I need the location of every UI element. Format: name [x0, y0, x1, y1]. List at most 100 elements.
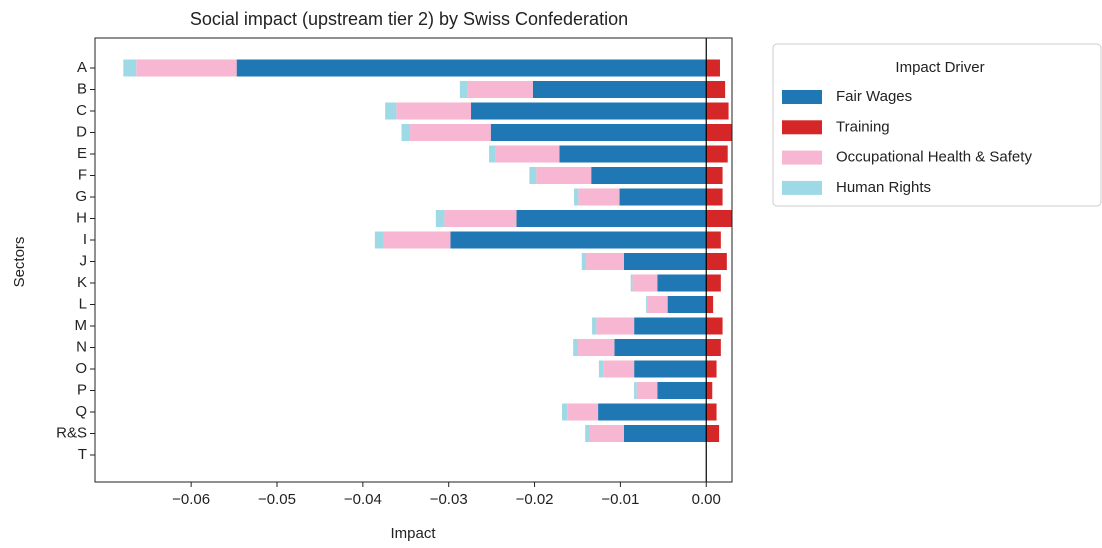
- bar: [490, 124, 707, 141]
- bar: [706, 382, 713, 399]
- bar: [706, 102, 729, 120]
- bar: [585, 425, 590, 442]
- bar: [536, 167, 592, 184]
- y-tick-label: G: [75, 188, 87, 205]
- bar: [401, 124, 411, 141]
- bar: [581, 253, 587, 270]
- bar: [623, 253, 707, 270]
- bar: [489, 145, 496, 163]
- bar: [706, 317, 723, 335]
- bar: [573, 339, 578, 356]
- x-axis-title: Impact: [390, 525, 436, 542]
- bar: [562, 403, 568, 421]
- legend-title: Impact Driver: [895, 59, 984, 76]
- bar: [706, 59, 720, 77]
- y-tick-label: M: [75, 317, 88, 334]
- y-tick-label: A: [77, 59, 87, 76]
- y-tick-label: L: [79, 295, 87, 312]
- bar: [647, 296, 668, 313]
- bar: [589, 425, 624, 442]
- bar: [577, 339, 615, 356]
- bar: [706, 145, 728, 163]
- bar: [706, 360, 717, 378]
- bar: [706, 274, 721, 292]
- bar: [471, 102, 707, 120]
- plot-frame: [94, 37, 733, 483]
- bar: [516, 210, 707, 227]
- bar: [706, 231, 721, 249]
- bar: [410, 124, 491, 141]
- y-tick-label: E: [77, 145, 87, 162]
- y-tick-label: N: [76, 338, 87, 355]
- x-tick-label: −0.05: [258, 491, 296, 508]
- legend-label: Fair Wages: [836, 88, 912, 105]
- x-tick-label: −0.01: [601, 491, 639, 508]
- y-tick-label: B: [77, 80, 87, 97]
- bar: [646, 296, 648, 313]
- bar: [634, 382, 637, 399]
- bar: [657, 382, 707, 399]
- bar: [578, 188, 620, 206]
- x-tick-label: −0.03: [430, 491, 468, 508]
- bar: [619, 188, 707, 206]
- y-tick-label: H: [76, 209, 87, 226]
- bar: [706, 188, 723, 206]
- x-tick-label: −0.04: [344, 491, 382, 508]
- legend-label: Occupational Health & Safety: [836, 149, 1032, 166]
- bar: [634, 360, 707, 378]
- y-tick-label: P: [77, 381, 87, 398]
- bar: [396, 102, 472, 120]
- legend-label: Training: [836, 118, 890, 135]
- legend-label: Human Rights: [836, 179, 931, 196]
- y-tick-label: K: [77, 274, 87, 291]
- y-tick-label: O: [75, 360, 87, 377]
- bar: [383, 231, 451, 249]
- bar: [603, 360, 635, 378]
- y-tick-label: I: [83, 231, 87, 248]
- bar: [444, 210, 517, 227]
- bar: [630, 274, 633, 292]
- y-tick-label: F: [78, 166, 87, 183]
- bar: [123, 59, 137, 77]
- chart-title: Social impact (upstream tier 2) by Swiss…: [190, 9, 628, 29]
- bar: [467, 81, 533, 98]
- bar: [574, 188, 579, 206]
- legend-box: [772, 43, 1102, 207]
- y-axis-title: Sectors: [11, 237, 28, 288]
- bar: [706, 425, 720, 442]
- bar: [657, 274, 707, 292]
- bar: [529, 167, 537, 184]
- bar: [614, 339, 707, 356]
- bar: [634, 317, 707, 335]
- legend-swatch: [782, 150, 822, 165]
- bar: [459, 81, 468, 98]
- bar: [567, 403, 599, 421]
- bar: [598, 360, 604, 378]
- bar: [559, 145, 707, 163]
- bar: [532, 81, 707, 98]
- y-tick-label: Q: [75, 403, 87, 420]
- legend-swatch: [782, 180, 822, 195]
- bar: [706, 124, 732, 141]
- x-tick-label: 0.00: [692, 491, 721, 508]
- bar: [374, 231, 384, 249]
- bar: [706, 403, 717, 421]
- bar: [623, 425, 707, 442]
- bar: [596, 317, 635, 335]
- bar: [667, 296, 707, 313]
- y-tick-label: R&S: [56, 424, 87, 441]
- legend-swatch: [782, 120, 822, 135]
- y-tick-label: J: [80, 252, 88, 269]
- bar: [592, 317, 597, 335]
- bar: [385, 102, 397, 120]
- bar: [706, 339, 721, 356]
- bar: [636, 382, 658, 399]
- bar: [236, 59, 707, 77]
- bar: [632, 274, 658, 292]
- y-tick-label: T: [78, 446, 87, 463]
- bar: [136, 59, 237, 77]
- bar: [598, 403, 707, 421]
- bar: [495, 145, 560, 163]
- bar: [706, 253, 727, 270]
- bar: [706, 296, 714, 313]
